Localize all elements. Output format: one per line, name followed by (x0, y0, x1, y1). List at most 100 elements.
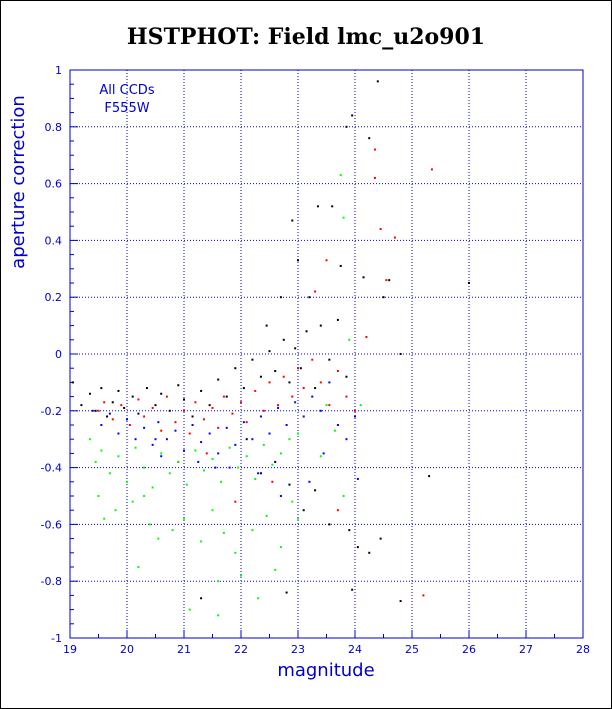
data-point (234, 443, 237, 446)
data-point (282, 375, 285, 378)
data-point (185, 483, 188, 486)
data-point (137, 412, 140, 415)
x-tick-label: 22 (234, 643, 248, 656)
data-point (108, 472, 111, 475)
data-point (217, 580, 220, 583)
data-point (259, 472, 262, 475)
data-point (183, 517, 185, 520)
data-point (291, 500, 294, 503)
data-point (282, 338, 285, 341)
data-point (373, 176, 376, 179)
data-point (305, 330, 308, 333)
data-point (265, 514, 268, 517)
data-point (168, 472, 171, 475)
data-point (279, 452, 282, 455)
x-tick-label: 21 (177, 643, 191, 656)
data-point (217, 426, 220, 429)
data-point (183, 398, 185, 401)
data-point (131, 500, 134, 503)
data-point (294, 401, 297, 404)
plot-area (69, 69, 584, 639)
y-tick-label: 0.4 (45, 234, 63, 247)
data-point (319, 381, 322, 384)
data-point (80, 404, 83, 407)
data-point (422, 594, 425, 597)
data-point (345, 395, 348, 398)
data-point (385, 279, 388, 282)
data-point (331, 205, 334, 208)
data-point (368, 137, 371, 140)
annotation-ccds: All CCDs (99, 83, 154, 98)
x-tick-label: 23 (291, 643, 305, 656)
data-point (160, 392, 163, 395)
annotation-filter: F555W (104, 101, 149, 116)
data-point (94, 409, 97, 412)
y-tick-label: 0.2 (45, 291, 63, 304)
data-point (202, 418, 205, 421)
data-point (234, 367, 237, 370)
data-point (299, 367, 302, 370)
data-point (285, 424, 288, 426)
data-point (279, 546, 282, 549)
data-point (356, 546, 359, 549)
data-point (97, 409, 100, 412)
data-point (137, 566, 140, 568)
data-point (362, 276, 365, 279)
data-point (393, 236, 396, 239)
data-point (100, 387, 103, 390)
data-point (134, 438, 137, 441)
data-point (154, 438, 157, 441)
data-point (288, 483, 291, 486)
data-point (339, 264, 342, 267)
data-point (294, 347, 297, 350)
data-point (171, 529, 174, 532)
data-point (106, 415, 109, 418)
data-point (205, 452, 208, 455)
data-point (183, 409, 185, 412)
data-point (200, 441, 203, 444)
data-point (302, 415, 305, 418)
data-point (245, 421, 248, 424)
data-point (251, 438, 254, 441)
data-point (314, 489, 317, 492)
data-point (197, 460, 200, 463)
data-point (399, 353, 402, 355)
data-point (111, 418, 114, 421)
data-point (217, 452, 220, 455)
data-point (334, 429, 337, 432)
data-point (376, 80, 379, 83)
data-point (151, 406, 154, 409)
data-point (245, 455, 248, 458)
data-point (94, 460, 97, 463)
data-point (143, 466, 146, 469)
data-point (274, 460, 277, 463)
data-point (151, 443, 154, 446)
data-point (348, 338, 351, 341)
data-point (143, 495, 146, 497)
data-point (234, 500, 237, 503)
x-tick-label: 25 (405, 643, 419, 656)
data-point (211, 406, 214, 409)
data-point (88, 392, 91, 395)
data-point (126, 480, 128, 483)
data-point (157, 421, 160, 424)
data-point (240, 401, 242, 404)
data-point (231, 412, 234, 415)
data-point (388, 279, 391, 282)
data-point (257, 597, 260, 600)
data-point (345, 438, 348, 441)
y-tick-label: -0.4 (41, 462, 62, 475)
data-point (319, 409, 322, 412)
data-point (336, 509, 339, 512)
data-point (137, 398, 140, 401)
data-point (399, 600, 402, 603)
data-point (297, 259, 299, 262)
data-point (314, 387, 317, 390)
data-point (208, 404, 211, 407)
y-tick-label: -1 (51, 632, 62, 645)
data-point (322, 452, 325, 455)
data-point (242, 421, 245, 424)
data-point (314, 290, 317, 293)
data-point (342, 216, 345, 219)
